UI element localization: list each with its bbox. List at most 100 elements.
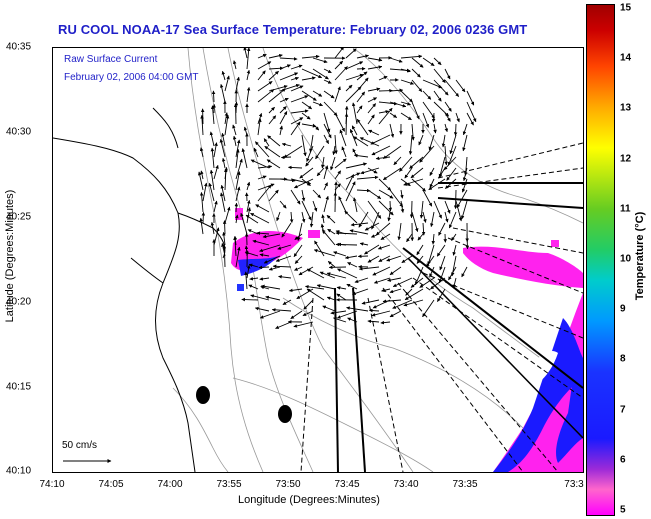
current-vector-arrow [429,178,435,188]
map-plot-area[interactable] [52,47,584,473]
current-vector-arrow [250,294,270,301]
current-vector-arrow [290,85,304,92]
current-vector-arrow [389,310,402,318]
current-vector-arrow [388,200,393,212]
current-vector-arrow [267,135,281,147]
current-vector-arrow [323,165,329,180]
current-vector-arrow [245,214,259,224]
current-vector-arrow [312,123,320,131]
current-vector-arrow [257,61,272,70]
current-vector-arrow [437,288,446,302]
current-vector-arrow [243,48,248,59]
current-vector-arrow [371,145,391,156]
current-vector-arrow [356,105,363,114]
current-vector-arrow [259,277,270,281]
current-vector-arrow [290,121,301,136]
current-vector-arrow [345,61,364,70]
current-vector-arrow [250,159,270,169]
current-vector-arrow [305,156,314,167]
current-vector-arrow [364,222,380,231]
current-vector-arrow [430,211,435,228]
current-vector-arrow [249,276,259,281]
current-vector-arrow [455,200,463,222]
current-vector-arrow [389,101,407,108]
current-vector-arrow [456,189,468,209]
y-tick: 40:30 [6,126,32,138]
current-vector-arrow [330,310,347,315]
current-vector-arrow [465,233,470,250]
current-vector-arrow [433,90,442,102]
current-vector-arrow [400,54,423,59]
current-vector-arrow [358,266,380,271]
current-vector-arrow [281,142,292,147]
current-vector-arrow [235,158,243,180]
current-vector-arrow [213,164,219,180]
current-vector-arrow [279,106,287,114]
current-vector-arrow [421,222,426,236]
current-vector-arrow [306,268,325,279]
current-vector-arrow [438,156,446,178]
current-vector-arrow [455,112,460,123]
current-vector-arrow [345,181,356,202]
current-vector-arrow [279,111,288,125]
current-vector-arrow [279,125,283,136]
current-vector-arrow [422,299,435,318]
current-vector-arrow [408,134,413,155]
current-vector-arrow [257,164,273,169]
current-vector-arrow [301,200,312,221]
current-vector-arrow [241,297,259,302]
current-vector-arrow [416,255,424,264]
current-vector-arrow [302,310,314,317]
radar-lines [300,142,583,472]
colorbar-tick: 8 [620,353,626,365]
current-vector-arrow [461,178,468,193]
current-vector-arrow [431,112,436,123]
current-vector-arrow [210,105,215,125]
current-vector-arrow [232,124,237,136]
current-vector-arrow [387,211,391,222]
station-dot [278,405,292,423]
current-vector-arrow [438,266,446,284]
current-vector-arrow [320,223,325,235]
y-tick: 40:25 [6,211,32,223]
current-vector-arrow [219,83,226,103]
current-vector-arrow [433,200,442,219]
current-vector-arrow [323,90,335,99]
y-tick: 40:15 [6,381,32,393]
current-vector-arrow [353,136,369,147]
current-vector-arrow [389,88,404,93]
current-vector-arrow [219,192,226,213]
current-vector-arrow [338,196,347,213]
current-vector-arrow [389,57,403,63]
current-vector-arrow [219,138,226,158]
current-vector-arrow [344,113,349,136]
station-dot [196,386,210,404]
current-vector-arrow [334,48,345,59]
current-vector-arrow [433,101,450,117]
current-vector-arrow [209,131,215,147]
current-vector-arrow [221,132,226,147]
current-vector-arrow [404,167,413,179]
x-tick: 73:3 [564,479,584,490]
current-vector-arrow [428,134,435,151]
current-vector-arrow [436,244,446,257]
current-vector-arrow [222,220,227,235]
current-vector-arrow [422,112,430,128]
current-vector-arrow [400,189,404,199]
current-vector-arrow [345,86,362,103]
current-vector-arrow [337,268,358,279]
current-vector-arrow [372,266,391,276]
current-vector-arrow [290,310,303,320]
current-vector-arrow [321,156,325,169]
current-vector-arrow [389,266,402,276]
current-vector-arrow [289,211,294,223]
y-tick: 40:35 [6,41,32,53]
current-vector-arrow [323,195,329,213]
current-vector-arrow [444,211,449,223]
current-vector-arrow [339,129,347,147]
current-vector-arrow [422,57,435,67]
current-vector-arrow [444,145,448,166]
current-vector-arrow [268,266,281,271]
current-vector-arrow [326,272,347,279]
current-vector-arrow [383,145,402,159]
